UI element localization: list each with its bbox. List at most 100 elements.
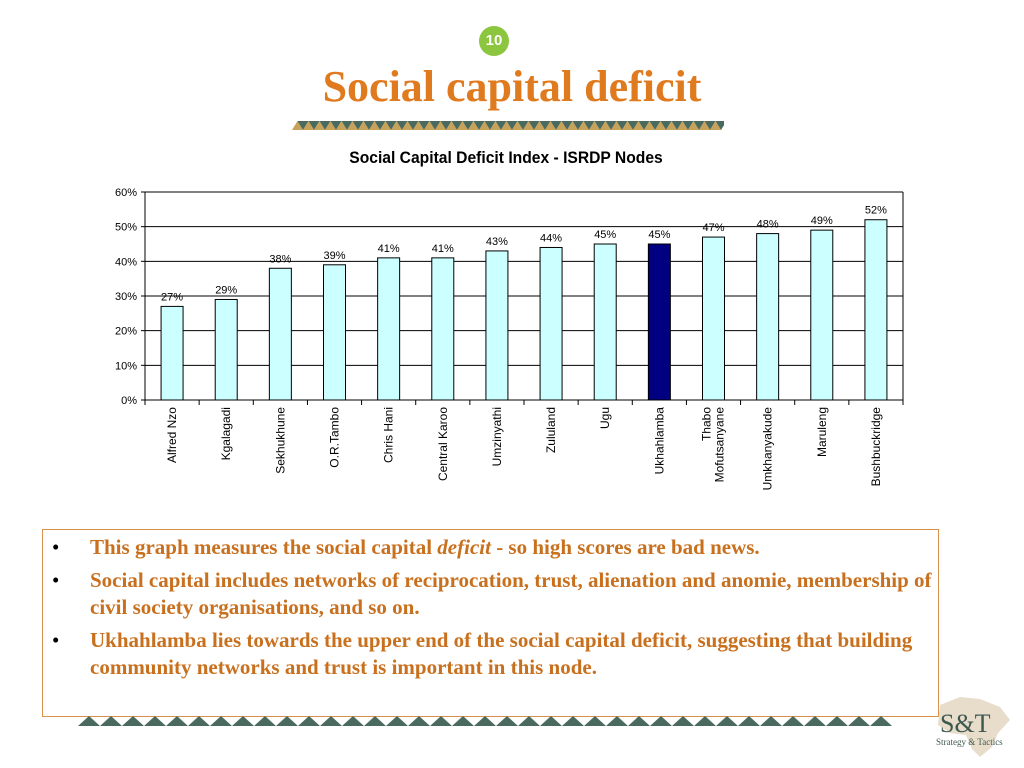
triangle-icon bbox=[297, 121, 309, 130]
y-tick-label: 60% bbox=[115, 187, 137, 199]
triangle-icon bbox=[682, 121, 694, 130]
x-tick-label: Central Karoo bbox=[436, 407, 450, 481]
data-label: 41% bbox=[432, 243, 454, 255]
data-label: 27% bbox=[161, 291, 183, 303]
africa-map-icon bbox=[938, 697, 1010, 757]
bullet-item: Social capital includes networks of reci… bbox=[52, 567, 932, 621]
bullet-list: This graph measures the social capital d… bbox=[52, 534, 932, 687]
data-label: 41% bbox=[378, 243, 400, 255]
triangle-icon bbox=[325, 121, 336, 130]
triangle-icon bbox=[452, 716, 474, 726]
x-tick-label: Chris Hani bbox=[382, 407, 396, 463]
bar bbox=[864, 219, 888, 401]
x-tick-label: Maruleng bbox=[815, 407, 829, 457]
triangle-icon bbox=[418, 121, 430, 130]
data-label: 29% bbox=[215, 284, 237, 296]
triangle-icon bbox=[298, 716, 320, 726]
triangle-icon bbox=[716, 716, 738, 726]
triangle-icon bbox=[314, 121, 325, 130]
triangle-icon bbox=[341, 121, 353, 130]
triangle-icon bbox=[583, 121, 595, 130]
triangle-icon bbox=[451, 121, 463, 130]
decorative-triangle-border-top bbox=[292, 121, 724, 130]
triangle-icon bbox=[496, 716, 518, 726]
triangle-icon bbox=[440, 121, 452, 130]
bar bbox=[756, 233, 780, 401]
triangle-icon bbox=[413, 121, 424, 130]
bullet-emphasis: deficit bbox=[437, 535, 491, 559]
data-label: 44% bbox=[540, 232, 562, 244]
triangle-icon bbox=[572, 121, 584, 130]
triangle-icon bbox=[517, 121, 529, 130]
triangle-icon bbox=[677, 121, 688, 130]
triangle-icon bbox=[556, 121, 567, 130]
bar bbox=[702, 236, 725, 401]
triangle-icon bbox=[627, 121, 639, 130]
triangle-icon bbox=[462, 121, 474, 130]
triangle-icon bbox=[782, 716, 804, 726]
triangle-icon bbox=[424, 121, 435, 130]
triangle-icon bbox=[578, 121, 589, 130]
triangle-icon bbox=[468, 121, 479, 130]
bar bbox=[160, 305, 184, 401]
triangle-icon bbox=[534, 121, 545, 130]
triangle-icon bbox=[584, 716, 606, 726]
y-tick-label: 0% bbox=[121, 395, 137, 407]
triangle-icon bbox=[567, 121, 578, 130]
bar bbox=[810, 229, 834, 401]
slide-number-badge: 10 bbox=[479, 26, 509, 56]
triangle-icon bbox=[699, 121, 710, 130]
triangle-icon bbox=[358, 121, 369, 130]
triangle-icon bbox=[528, 121, 540, 130]
y-tick-label: 40% bbox=[115, 256, 137, 268]
text-box bbox=[42, 529, 939, 717]
triangle-icon bbox=[518, 716, 540, 726]
triangle-icon bbox=[429, 121, 441, 130]
triangle-icon bbox=[506, 121, 518, 130]
triangle-icon bbox=[655, 121, 666, 130]
bullet-item: This graph measures the social capital d… bbox=[52, 534, 932, 561]
company-logo: S&T Strategy & Tactics bbox=[936, 697, 1010, 757]
x-tick-label: Umzinyathi bbox=[490, 407, 504, 466]
data-label: 48% bbox=[757, 219, 779, 231]
bar bbox=[539, 246, 563, 401]
triangle-icon bbox=[694, 716, 716, 726]
triangle-icon bbox=[352, 121, 364, 130]
triangle-icon bbox=[710, 121, 721, 130]
triangle-icon bbox=[391, 121, 402, 130]
triangle-icon bbox=[303, 121, 314, 130]
triangle-icon bbox=[649, 121, 661, 130]
triangle-icon bbox=[523, 121, 534, 130]
y-tick-label: 10% bbox=[115, 360, 137, 372]
triangle-icon bbox=[430, 716, 452, 726]
triangle-icon bbox=[644, 121, 655, 130]
triangle-icon bbox=[336, 121, 347, 130]
triangle-icon bbox=[122, 716, 144, 726]
triangle-icon bbox=[561, 121, 573, 130]
bar bbox=[431, 257, 455, 401]
triangle-icon bbox=[589, 121, 600, 130]
triangle-icon bbox=[688, 121, 699, 130]
bar bbox=[485, 250, 509, 401]
triangle-icon bbox=[666, 121, 677, 130]
triangle-icon bbox=[446, 121, 457, 130]
triangle-icon bbox=[671, 121, 683, 130]
x-tick-label: Thabo bbox=[700, 407, 714, 441]
x-tick-label: Mofutsanyane bbox=[713, 407, 727, 483]
triangle-icon bbox=[144, 716, 166, 726]
logo-main-text: S&T bbox=[940, 709, 991, 738]
bar bbox=[377, 257, 401, 401]
data-label: 38% bbox=[269, 253, 291, 265]
triangle-icon bbox=[628, 716, 650, 726]
triangle-icon bbox=[738, 716, 760, 726]
triangle-icon bbox=[78, 716, 100, 726]
bullet-text: This graph measures the social capital bbox=[90, 535, 438, 559]
triangle-icon bbox=[826, 716, 848, 726]
triangle-icon bbox=[188, 716, 210, 726]
triangle-icon bbox=[369, 121, 380, 130]
triangle-icon bbox=[396, 121, 408, 130]
triangle-icon bbox=[760, 716, 782, 726]
bullet-item: Ukhahlamba lies towards the upper end of… bbox=[52, 627, 932, 681]
bar bbox=[593, 243, 617, 401]
triangle-icon bbox=[545, 121, 556, 130]
